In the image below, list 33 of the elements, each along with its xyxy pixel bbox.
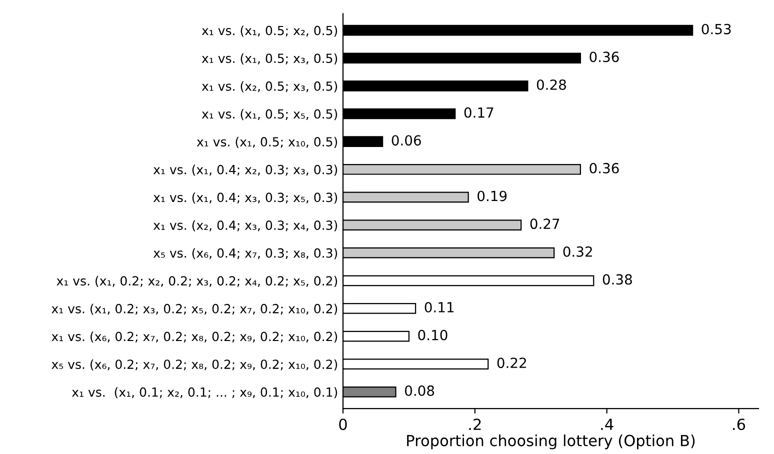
y-tick-label: x₁ vs. (x₁, 0.5; x₃, 0.5) [202, 53, 338, 65]
data-label: 0.32 [563, 246, 592, 257]
data-label: 0.53 [702, 24, 731, 34]
y-tick-label: x₁ vs. (x₁, 0.5; x₂, 0.5) [202, 26, 338, 37]
x-axis-title: Proportion choosing lottery (Option B) [407, 434, 695, 450]
data-label: 0.17 [464, 107, 494, 118]
data-label: 0.27 [530, 218, 560, 230]
data-label: 0.11 [424, 302, 454, 312]
data-label: 0.19 [478, 190, 507, 202]
data-label: 0.06 [392, 135, 421, 146]
y-tick-label: x₁ vs. (x₂, 0.4; x₃, 0.3; x₄, 0.3) [153, 220, 338, 232]
x-tick-label: .6 [733, 418, 746, 430]
y-tick-label: x₁ vs. (x₁, 0.4; x₃, 0.3; x₅, 0.3) [153, 192, 338, 204]
y-tick-label: x₁ vs. (x₁, 0.2; x₃, 0.2; x₅, 0.2; x₇, 0.2; x₁₀, 0.2) [52, 304, 338, 315]
y-tick-label: x₁ vs. (x₁, 0.2; x₂, 0.2; x₃, 0.2; x₄, 0.2; x₅, 0.2) [56, 276, 338, 288]
data-label: 0.36 [590, 52, 619, 62]
data-label: 0.08 [405, 385, 434, 396]
y-tick-label: x₁ vs. (x₁, 0.5; x₅, 0.5) [202, 109, 338, 120]
y-tick-label: x₁ vs. (x₆, 0.2; x₇, 0.2; x₈, 0.2; x₉, 0.2; x₁₀, 0.2) [52, 332, 338, 343]
y-tick-label: x₁ vs. (x₁, 0.4; x₂, 0.3; x₃, 0.3) [153, 164, 338, 176]
data-label: 0.22 [497, 358, 526, 368]
data-label: 0.36 [590, 162, 619, 174]
data-label: 0.10 [418, 330, 448, 340]
y-tick-label: x₁ vs. (x₂, 0.5; x₃, 0.5) [202, 81, 338, 92]
x-tick-label: .2 [469, 418, 481, 430]
y-tick-label: x₁ vs. (x₁, 0.1; x₂, 0.1; ... ; x₉, 0.1; x₁₀, 0.1) [72, 387, 338, 398]
y-tick-label: x₅ vs. (x₆, 0.2; x₇, 0.2; x₈, 0.2; x₉, 0.2; x₁₀, 0.2) [52, 359, 338, 370]
data-label: 0.38 [602, 274, 632, 285]
y-tick-label: x₅ vs. (x₆, 0.4; x₇, 0.3; x₈, 0.3) [153, 248, 338, 260]
x-tick-label: .4 [601, 418, 614, 430]
x-tick-label: 0 [339, 418, 347, 430]
y-tick-label: x₁ vs. (x₁, 0.5; x₁₀, 0.5) [196, 136, 338, 148]
data-label: 0.28 [536, 79, 566, 90]
